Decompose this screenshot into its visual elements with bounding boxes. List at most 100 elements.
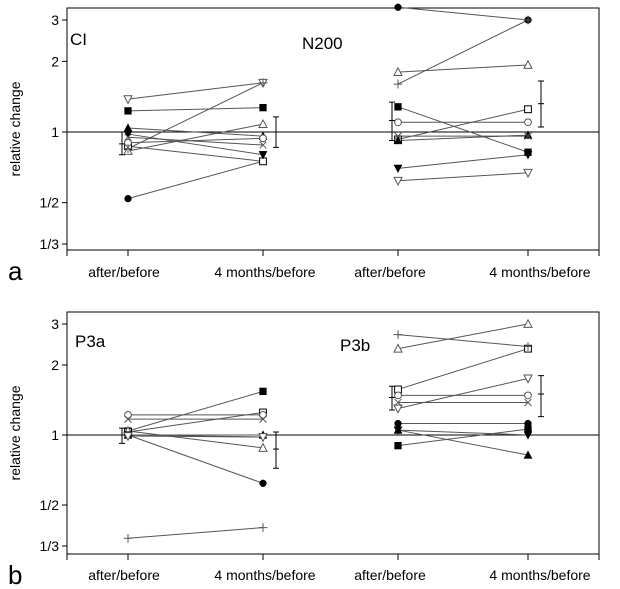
data-point (258, 78, 268, 88)
series-line (397, 429, 529, 436)
series-line (127, 82, 264, 150)
panel-letter: b (8, 560, 22, 589)
error-bar (538, 375, 544, 418)
y-tick-label: 1 (51, 427, 59, 443)
series-line (397, 428, 529, 447)
series-line (127, 145, 264, 162)
data-point (523, 168, 533, 179)
data-point (123, 130, 133, 139)
series-line (397, 108, 529, 140)
series-line (127, 434, 264, 484)
data-point (523, 374, 533, 384)
data-point (394, 132, 402, 140)
data-point (123, 95, 133, 105)
series-line (127, 82, 264, 100)
group-label: N200 (302, 34, 343, 53)
data-point (124, 415, 132, 423)
y-tick-label: 3 (51, 316, 59, 332)
series-line (127, 411, 264, 433)
data-point (393, 404, 403, 414)
data-point (258, 118, 268, 129)
data-point (393, 343, 403, 353)
y-tick-label: 1/2 (40, 497, 60, 513)
error-bar (119, 427, 125, 444)
series-line (127, 137, 264, 144)
data-point (523, 59, 533, 69)
data-point (523, 15, 533, 25)
data-point (259, 411, 267, 419)
data-point (394, 3, 402, 11)
data-point (523, 431, 533, 440)
y-axis-label: relative change (7, 81, 23, 176)
x-tick-label: after/before (88, 264, 160, 280)
data-point (258, 433, 268, 443)
data-point (123, 533, 133, 543)
y-tick-label: 2 (51, 357, 59, 373)
series-line (397, 429, 529, 456)
data-point (259, 103, 267, 112)
data-point (258, 523, 268, 532)
data-point (394, 441, 402, 450)
plot-frame (66, 7, 600, 251)
data-point (393, 426, 403, 435)
y-tick-label: 1/3 (40, 236, 60, 252)
data-point (124, 195, 132, 203)
data-point (393, 66, 403, 76)
data-point (259, 141, 267, 149)
data-point (394, 391, 402, 400)
x-tick-label: after/before (354, 264, 426, 280)
data-point (123, 144, 133, 153)
data-point (258, 442, 268, 452)
data-point (394, 398, 402, 407)
x-tick-label: 4 months/before (489, 264, 590, 280)
data-point (523, 342, 533, 351)
y-tick-label: 2 (51, 53, 59, 69)
error-bar (119, 131, 125, 156)
series-line (127, 527, 264, 539)
data-point (259, 479, 267, 487)
y-tick-label: 1 (51, 124, 59, 140)
data-point (123, 432, 133, 442)
y-tick-label: 1/2 (40, 195, 60, 211)
data-point (523, 151, 533, 160)
series-line (397, 106, 529, 153)
data-point (258, 151, 268, 160)
panel-letter: a (8, 256, 23, 286)
data-point (393, 135, 403, 145)
x-tick-label: after/before (88, 567, 160, 583)
series-line (397, 323, 529, 350)
panel-a: 1/3 1/2 1 2 3 relative change after/before 4 mo… (7, 3, 600, 286)
series-line (397, 172, 529, 182)
data-point (259, 134, 267, 143)
data-point (524, 398, 532, 407)
series-line (397, 154, 529, 169)
data-point (393, 330, 403, 340)
series-line (127, 435, 264, 438)
series-line (127, 107, 264, 112)
y-axis-label: relative change (7, 385, 23, 480)
data-point (124, 411, 132, 419)
error-bar (273, 431, 279, 469)
series-line (397, 19, 529, 85)
x-tick-label: 4 months/before (489, 567, 590, 583)
group-label: CI (70, 30, 87, 49)
series-line (397, 377, 529, 409)
data-point (393, 176, 403, 187)
series-line (127, 127, 264, 137)
data-point (394, 118, 402, 127)
data-point (123, 123, 133, 132)
series-line (127, 136, 264, 146)
x-tick-label: 4 months/before (214, 264, 315, 280)
plot-frame (66, 311, 600, 555)
series-line (127, 160, 264, 200)
data-point (524, 132, 532, 140)
series-line (127, 390, 264, 432)
data-point (124, 133, 132, 141)
series-line (397, 348, 529, 390)
data-point (259, 415, 267, 423)
data-point (393, 164, 403, 174)
series-line (127, 430, 264, 449)
series-line (127, 123, 264, 152)
data-point (523, 450, 533, 459)
